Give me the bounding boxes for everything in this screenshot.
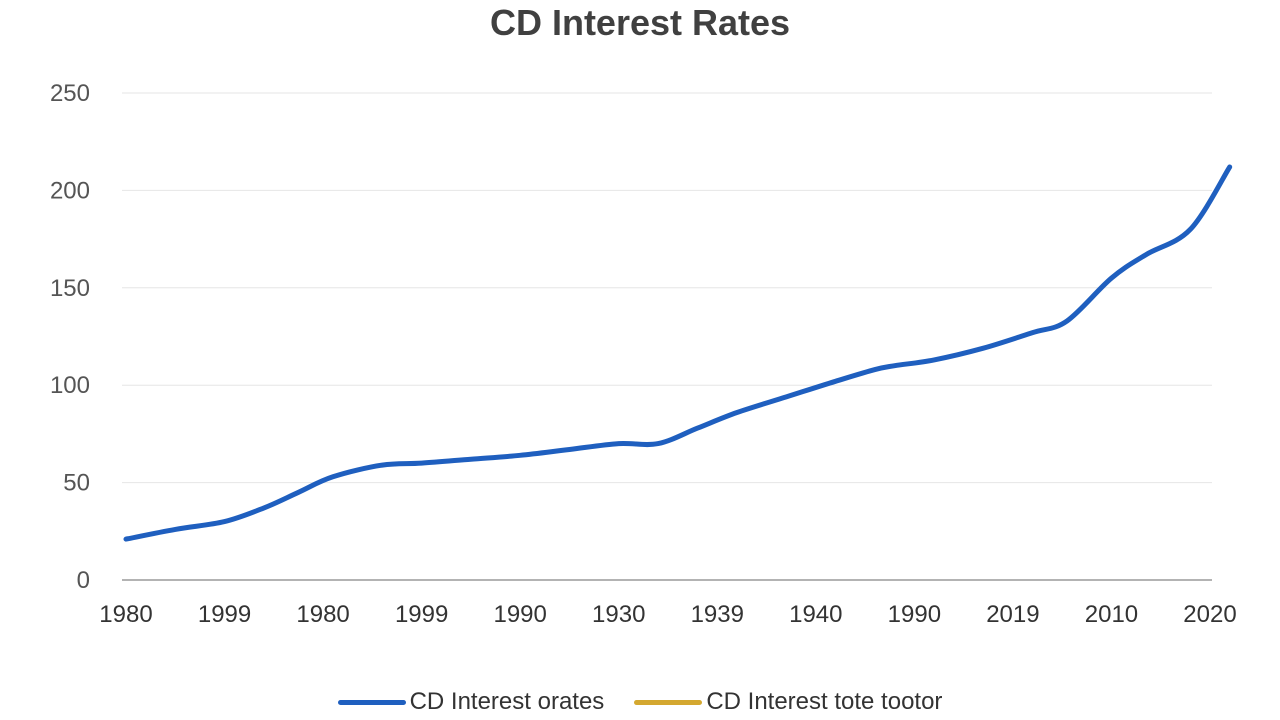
y-tick-label: 150	[50, 275, 90, 302]
y-tick-label: 250	[50, 80, 90, 107]
y-tick-label: 50	[63, 470, 90, 497]
series-lines	[123, 164, 1233, 542]
legend-label-series-2: CD Interest tote tootor	[706, 688, 943, 715]
x-tick-label: 1939	[691, 601, 744, 628]
x-tick-label: 1999	[395, 601, 448, 628]
x-tick-label: 2020	[1183, 601, 1236, 628]
x-tick-label: 1990	[493, 601, 546, 628]
legend-swatch-series-1	[337, 699, 406, 705]
x-tick-label: 1930	[592, 601, 645, 628]
x-tick-label: 1980	[99, 601, 152, 628]
x-tick-label: 1980	[296, 601, 349, 628]
x-tick-label: 1940	[789, 601, 842, 628]
legend: CD Interest orates CD Interest tote toot…	[0, 688, 1280, 716]
gridlines	[122, 92, 1212, 581]
legend-swatch-series-2	[634, 699, 703, 705]
x-axis-ticks: 1980 1999 1980 1999 1990 1930 1939 1940 1990 2019…	[99, 601, 1236, 628]
chart-title: CD Interest Rates	[489, 2, 791, 43]
x-tick-label: 1999	[198, 601, 251, 628]
y-axis-ticks: 0 50 100 150 200 250	[50, 80, 90, 594]
legend-label-series-1: CD Interest orates	[409, 688, 605, 715]
legend-item-series-2: CD Interest tote tootor	[634, 688, 942, 716]
x-tick-label: 1990	[888, 601, 941, 628]
legend-item-series-1: CD Interest orates	[337, 688, 605, 716]
y-tick-label: 0	[77, 567, 90, 594]
series-line-1	[123, 164, 1233, 542]
y-tick-label: 200	[50, 177, 90, 204]
y-tick-label: 100	[50, 372, 90, 399]
line-chart-plot: 0 50 100 150 200 250 1980 1999 1980 1999 1990 1930…	[50, 80, 1237, 628]
x-tick-label: 2019	[986, 601, 1039, 628]
x-tick-label: 2010	[1085, 601, 1138, 628]
